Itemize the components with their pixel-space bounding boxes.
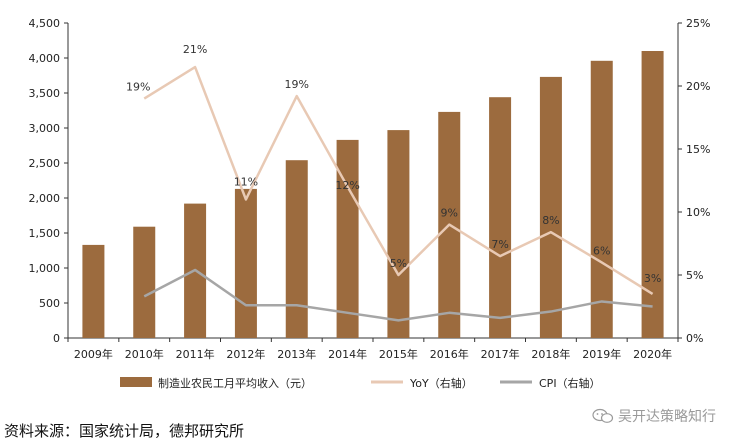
x-tick-label: 2019年 (582, 347, 621, 361)
yoy-data-label: 5% (390, 257, 407, 270)
right-tick-label: 0% (686, 332, 703, 345)
x-tick-label: 2020年 (633, 347, 672, 361)
yoy-data-label: 7% (491, 238, 508, 251)
legend-yoy-label: YoY（右轴） (409, 376, 473, 390)
right-tick-label: 10% (686, 206, 710, 219)
yoy-data-label: 19% (126, 81, 150, 94)
yoy-data-label: 12% (335, 179, 359, 192)
watermark: 吴开达策略知行 (592, 406, 728, 426)
left-tick-label: 0 (53, 332, 60, 345)
yoy-data-label: 21% (183, 43, 207, 56)
income-bar (82, 244, 105, 338)
yoy-data-label: 8% (542, 214, 559, 227)
watermark-text: 吴开达策略知行 (618, 409, 716, 425)
yoy-data-label: 9% (441, 207, 458, 220)
right-tick-label: 25% (686, 17, 710, 30)
left-tick-label: 4,500 (29, 17, 61, 30)
yoy-data-label: 19% (285, 78, 309, 91)
left-tick-label: 500 (39, 297, 60, 310)
yoy-data-label: 3% (644, 272, 661, 285)
x-tick-label: 2013年 (277, 347, 316, 361)
income-bar (489, 97, 512, 338)
income-bar (133, 226, 156, 338)
yoy-line (143, 65, 654, 295)
yoy-data-label: 6% (593, 244, 610, 257)
cpi-line (143, 268, 653, 322)
x-tick-label: 2012年 (226, 347, 265, 361)
legend-bar-label: 制造业农民工月平均收入（元） (158, 376, 312, 390)
x-tick-label: 2010年 (125, 347, 164, 361)
x-tick-label: 2018年 (531, 347, 570, 361)
income-bar (641, 51, 664, 338)
right-tick-label: 5% (686, 269, 703, 282)
x-tick-label: 2014年 (328, 347, 367, 361)
x-tick-label: 2017年 (481, 347, 520, 361)
left-tick-label: 2,000 (29, 192, 61, 205)
x-tick-label: 2016年 (430, 347, 469, 361)
legend-cpi-label: CPI（右轴） (539, 376, 601, 390)
left-tick-label: 2,500 (29, 157, 61, 170)
legend-bar-swatch (120, 377, 152, 387)
yoy-data-label: 11% (234, 175, 258, 188)
left-tick-label: 3,000 (29, 122, 61, 135)
income-bar (336, 139, 359, 338)
source-note: 资料来源：国家统计局，德邦研究所 (4, 422, 245, 440)
right-tick-label: 20% (686, 80, 710, 93)
income-bar (539, 76, 562, 339)
left-tick-label: 3,500 (29, 87, 61, 100)
right-tick-label: 15% (686, 143, 710, 156)
x-tick-label: 2015年 (379, 347, 418, 361)
left-tick-label: 4,000 (29, 52, 61, 65)
income-bar (590, 60, 613, 339)
left-tick-label: 1,500 (29, 227, 61, 240)
chart-svg: 0 500 1,000 1,500 2,000 2,500 3,000 3,500 4,000 4… (29, 17, 711, 390)
left-tick-label: 1,000 (29, 262, 61, 275)
x-tick-label: 2009年 (74, 347, 113, 361)
income-bar (285, 160, 308, 338)
x-tick-label: 2011年 (176, 347, 215, 361)
income-bar (387, 130, 410, 338)
wechat-icon (592, 408, 614, 423)
income-bar (234, 188, 257, 338)
